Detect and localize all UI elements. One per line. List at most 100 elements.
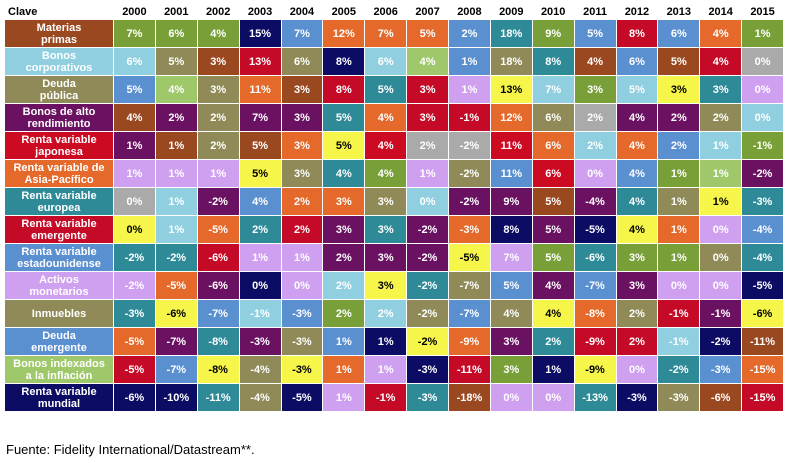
asset-class-label: Bonos de alto rendimiento (5, 104, 113, 131)
return-cell: -1% (658, 300, 700, 327)
return-cell: 1% (281, 244, 323, 271)
return-cell: -2% (407, 244, 448, 271)
return-cell: -6% (574, 244, 616, 271)
return-cell: 4% (155, 76, 197, 103)
return-cell: 3% (365, 188, 407, 215)
return-cell: 4% (616, 188, 658, 215)
return-cell: 4% (700, 20, 742, 47)
return-cell: 3% (700, 76, 742, 103)
return-cell: 1% (742, 20, 783, 47)
return-cell: -9% (574, 356, 616, 383)
return-cell: -6% (197, 272, 239, 299)
header-row: Clave 2000 2001 2002 2003 2004 2005 2006 2007 20… (5, 5, 783, 19)
return-cell: 4% (616, 104, 658, 131)
return-cell: -3% (700, 356, 742, 383)
return-cell: -6% (700, 384, 742, 411)
asset-class-label: Renta variable japonesa (5, 132, 113, 159)
asset-class-label: Inmuebles (5, 300, 113, 327)
asset-class-label: Renta variable mundial (5, 384, 113, 411)
return-cell: 3% (407, 76, 448, 103)
return-cell: 2% (658, 104, 700, 131)
year-header: 2000 (114, 5, 155, 19)
return-cell: 3% (365, 272, 407, 299)
year-header: 2007 (407, 5, 448, 19)
return-cell: 1% (365, 328, 407, 355)
return-cell: -2% (155, 244, 197, 271)
return-cell: 2% (658, 132, 700, 159)
return-cell: 0% (658, 272, 700, 299)
return-cell: 6% (658, 20, 700, 47)
return-cell: 2% (449, 20, 490, 47)
year-header: 2012 (616, 5, 658, 19)
return-cell: 5% (532, 216, 574, 243)
return-cell: -6% (197, 244, 239, 271)
return-cell: -1% (700, 300, 742, 327)
asset-class-label: Deuda emergente (5, 328, 113, 355)
return-cell: -7% (155, 328, 197, 355)
table-row: Renta variable emergente 0% 1% -5% 2% 2% 3% 3% -… (5, 216, 783, 243)
return-cell: 1% (658, 160, 700, 187)
return-cell: -3% (742, 188, 783, 215)
table-body: Materias primas 7% 6% 4% 15% 7% 12% 7% 5% 2% 18% 9%… (5, 20, 783, 411)
return-cell: 3% (658, 76, 700, 103)
return-cell: 2% (239, 216, 281, 243)
return-cell: -4% (742, 244, 783, 271)
return-cell: 4% (616, 132, 658, 159)
return-cell: 8% (490, 216, 532, 243)
return-cell: 0% (281, 272, 323, 299)
return-cell: 3% (365, 244, 407, 271)
return-cell: 13% (490, 76, 532, 103)
return-cell: 13% (239, 48, 281, 75)
return-cell: 5% (239, 132, 281, 159)
return-cell: 5% (490, 272, 532, 299)
return-cell: 1% (114, 132, 155, 159)
return-cell: -3% (407, 356, 448, 383)
year-header: 2006 (365, 5, 407, 19)
return-cell: -6% (742, 300, 783, 327)
return-cell: 1% (532, 356, 574, 383)
return-cell: 1% (155, 216, 197, 243)
return-cell: 4% (239, 188, 281, 215)
return-cell: -1% (365, 384, 407, 411)
return-cell: 4% (365, 104, 407, 131)
return-cell: 1% (700, 188, 742, 215)
return-cell: 1% (700, 132, 742, 159)
return-cell: 0% (490, 384, 532, 411)
return-cell: 0% (700, 216, 742, 243)
return-cell: -2% (407, 272, 448, 299)
return-cell: 2% (365, 300, 407, 327)
return-cell: 0% (742, 76, 783, 103)
return-cell: 18% (490, 20, 532, 47)
return-cell: 3% (281, 160, 323, 187)
return-cell: 5% (574, 20, 616, 47)
return-cell: -2% (114, 272, 155, 299)
return-cell: 6% (155, 20, 197, 47)
return-cell: 2% (700, 104, 742, 131)
return-cell: -11% (449, 356, 490, 383)
return-cell: 4% (365, 132, 407, 159)
return-cell: 7% (490, 244, 532, 271)
return-cell: -8% (197, 356, 239, 383)
return-cell: 7% (532, 76, 574, 103)
return-cell: 0% (616, 356, 658, 383)
return-cell: -2% (700, 328, 742, 355)
return-cell: 6% (114, 48, 155, 75)
return-cell: 1% (449, 48, 490, 75)
return-cell: -5% (574, 216, 616, 243)
return-cell: 0% (114, 216, 155, 243)
return-cell: 3% (281, 132, 323, 159)
return-cell: -3% (239, 328, 281, 355)
return-cell: 4% (407, 48, 448, 75)
return-cell: 7% (114, 20, 155, 47)
return-cell: 1% (323, 328, 365, 355)
year-header: 2013 (658, 5, 700, 19)
return-cell: -5% (281, 384, 323, 411)
return-cell: -8% (574, 300, 616, 327)
year-header: 2008 (449, 5, 490, 19)
table-row: Inmuebles -3% -6% -7% -1% -3% 2% 2% -2% -7% 4% 4% -8… (5, 300, 783, 327)
return-cell: 1% (407, 160, 448, 187)
return-cell: -1% (742, 132, 783, 159)
return-cell: -5% (155, 272, 197, 299)
table-row: Bonos de alto rendimiento 4% 2% 2% 7% 3% 5% 4% 3… (5, 104, 783, 131)
return-cell: -6% (114, 384, 155, 411)
